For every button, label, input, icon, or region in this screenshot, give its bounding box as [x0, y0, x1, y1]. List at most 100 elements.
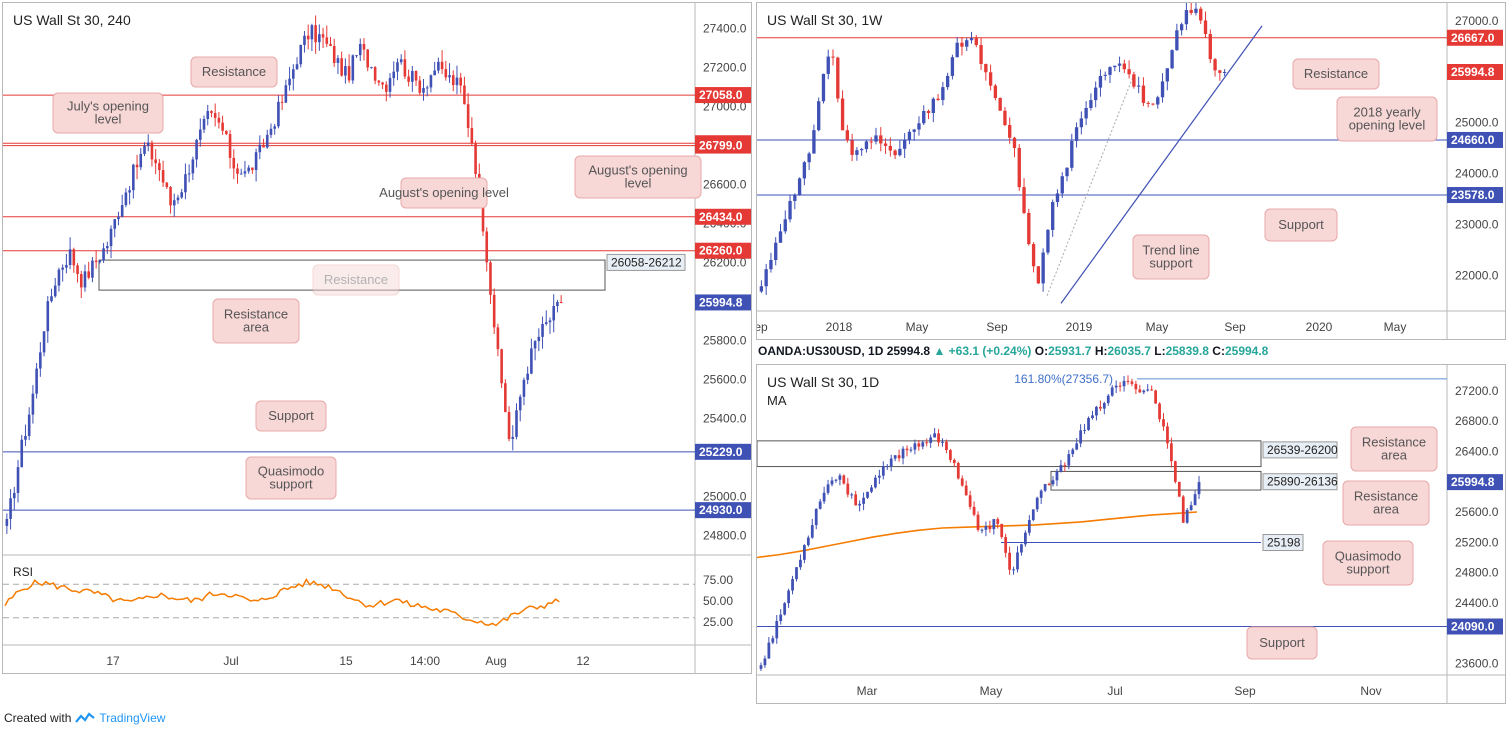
annotation-resistance-3[interactable]: Resistance	[312, 264, 400, 296]
candle-body	[1130, 381, 1134, 384]
candle-body	[972, 506, 976, 515]
candle-body	[917, 443, 921, 447]
candle-body	[407, 76, 410, 82]
chart-240-canvas[interactable]: 27400.027200.027000.026800.026600.026400…	[3, 3, 751, 673]
chart-1d[interactable]: 27200.026800.026400.026000.025600.025200…	[756, 364, 1506, 704]
resistance-zone	[757, 440, 1262, 468]
tradingview-brand[interactable]: TradingView	[99, 711, 166, 725]
candle-body	[124, 192, 128, 206]
x-tick-label: Jul	[223, 654, 238, 668]
candle-body	[1122, 380, 1126, 387]
candle-body	[20, 439, 24, 468]
candle-body	[373, 67, 377, 81]
annotation-resistance-1[interactable]: Resistance	[190, 56, 278, 88]
candle-body	[83, 271, 87, 288]
annotation-support[interactable]: Support	[1246, 626, 1318, 660]
candle-body	[1185, 510, 1189, 523]
chart-1d-canvas[interactable]: 27200.026800.026400.026000.025600.025200…	[757, 365, 1505, 703]
candle-body	[466, 104, 470, 128]
candle-body	[132, 164, 135, 191]
level-26260-tag	[695, 242, 751, 259]
chart-1w-canvas[interactable]: 27000.0 25000.0 24000.0 23000.0 22000.0 ep 201…	[757, 3, 1505, 339]
candle-body	[489, 262, 492, 295]
y-tick-label: 25200.0	[1455, 535, 1499, 549]
level-26667-tag	[1447, 29, 1503, 46]
candle-body	[1189, 505, 1193, 511]
annotation-support[interactable]: Support	[255, 400, 327, 432]
candle-body	[165, 182, 169, 188]
candle-body	[150, 142, 154, 160]
candle-body	[228, 134, 232, 158]
candle-body	[1203, 20, 1208, 35]
candle-body	[1208, 34, 1212, 60]
y-tick-label: 24800.0	[1455, 566, 1499, 580]
x-tick-label: May	[980, 684, 1003, 698]
candle-body	[1098, 75, 1103, 88]
annotation-resistance-area-2-box	[1342, 480, 1430, 526]
annotation-support[interactable]: Support	[1264, 208, 1338, 242]
x-tick-label: 2019	[1066, 320, 1093, 334]
candle-body	[1160, 81, 1165, 98]
candle-body	[1158, 403, 1161, 420]
candle-body	[448, 75, 451, 78]
annotation-august-open-box	[574, 155, 702, 199]
quasimodo-label: 25198	[1267, 536, 1301, 550]
candle-body	[1067, 454, 1071, 466]
candle-body	[392, 71, 396, 79]
candle-body	[347, 66, 351, 81]
candle-body	[974, 38, 978, 46]
candle-body	[933, 433, 936, 438]
level-26667-label: 26667.0	[1451, 31, 1495, 45]
ohlc-c-label: C:	[1212, 344, 1225, 358]
candle-body	[559, 302, 563, 304]
level-26434-tag	[695, 208, 751, 225]
x-tick-label: Sep	[1224, 320, 1246, 334]
candle-body	[1142, 390, 1146, 393]
candle-body	[1170, 50, 1174, 69]
candle-body	[912, 129, 916, 132]
annotation-trend-text: Trend line	[1142, 243, 1199, 258]
candle-body	[1175, 30, 1179, 51]
candle-body	[556, 302, 559, 307]
annotation-august-open-text: level	[625, 176, 652, 191]
candle-body	[1059, 464, 1063, 472]
level-26799-tag	[695, 137, 751, 154]
x-tick-label: May	[1146, 320, 1169, 334]
chart-240[interactable]: 27400.027200.027000.026800.026600.026400…	[2, 2, 752, 674]
candle-body	[273, 126, 277, 129]
candle-body	[1194, 8, 1198, 13]
candle-body	[1008, 552, 1011, 570]
annotation-support-text: Support	[1259, 635, 1305, 650]
ohlc-h-label: H:	[1094, 344, 1108, 358]
candle-body	[791, 579, 794, 591]
candle-body	[838, 475, 842, 480]
candle-body	[1060, 176, 1064, 194]
candle-body	[537, 336, 541, 342]
ohlc-o-label: O:	[1034, 344, 1049, 358]
candle-body	[1179, 24, 1184, 31]
chart-1w[interactable]: 27000.0 25000.0 24000.0 23000.0 22000.0 ep 201…	[756, 2, 1506, 340]
annotation-resistance-2[interactable]: August's opening level	[379, 177, 509, 209]
annotation-quasimodo-box	[245, 456, 337, 500]
candle-body	[377, 80, 381, 83]
candle-body	[870, 487, 873, 492]
level-23578-tag	[1447, 187, 1503, 204]
candle-body	[12, 492, 16, 499]
zone-label-box	[1262, 473, 1338, 491]
annotation-resistance[interactable]: Resistance	[1292, 58, 1380, 90]
candle-body	[1113, 65, 1117, 68]
ohlc-low: 25839.8	[1165, 344, 1209, 358]
candle-body	[1020, 544, 1023, 553]
candle-body	[996, 519, 1000, 524]
current-price-tag	[1447, 63, 1503, 80]
x-tick-label: Aug	[485, 654, 506, 668]
